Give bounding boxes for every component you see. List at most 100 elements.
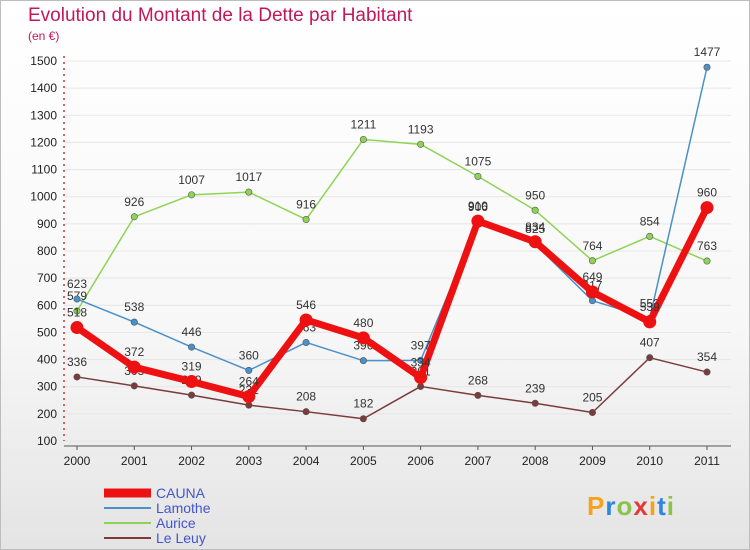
data-point-aurice [359, 135, 367, 143]
data-label-aurice: 1211 [350, 117, 376, 131]
data-label-lamothe: 1477 [694, 45, 721, 59]
data-point-aurice [188, 191, 196, 199]
y-tick-label: 500 [37, 325, 57, 339]
data-label-le-leuy: 354 [697, 350, 717, 364]
data-label-cauna: 518 [67, 306, 87, 320]
data-point-cauna [643, 315, 657, 329]
y-tick-label: 600 [37, 298, 57, 312]
y-tick-label: 1300 [30, 108, 57, 122]
data-label-aurice: 763 [697, 239, 717, 253]
data-label-cauna: 546 [296, 298, 316, 312]
data-point-lamothe [302, 338, 310, 346]
data-label-cauna: 480 [353, 316, 373, 330]
data-point-lamothe [245, 366, 253, 374]
x-tick-label: 2003 [235, 454, 262, 468]
data-point-aurice [417, 140, 425, 148]
data-point-cauna [700, 201, 714, 215]
data-label-le-leuy: 336 [67, 355, 87, 369]
y-tick-label: 1100 [31, 163, 57, 177]
data-point-cauna [70, 321, 84, 335]
y-tick-label: 700 [37, 271, 57, 285]
data-point-le-leuy [302, 408, 310, 416]
data-point-lamothe [703, 63, 711, 71]
data-point-aurice [531, 206, 539, 214]
data-label-aurice: 926 [124, 195, 144, 209]
series-line-lamothe [76, 66, 708, 372]
data-label-cauna: 910 [468, 199, 488, 213]
data-point-le-leuy [130, 382, 138, 390]
data-point-aurice [646, 232, 654, 240]
x-tick-label: 2007 [465, 454, 492, 468]
data-point-cauna [471, 214, 485, 228]
data-point-le-leuy [359, 415, 367, 423]
data-label-aurice: 1007 [178, 173, 205, 187]
proxiti-logo: Proxiti [587, 491, 675, 521]
x-tick-label: 2004 [293, 454, 320, 468]
data-point-cauna [242, 389, 256, 403]
data-point-cauna [528, 235, 542, 249]
x-tick-label: 2006 [407, 454, 434, 468]
data-label-cauna: 960 [697, 186, 717, 200]
data-point-le-leuy [703, 368, 711, 376]
data-point-cauna [299, 313, 313, 327]
data-label-le-leuy: 182 [353, 397, 373, 411]
data-label-lamothe: 825 [525, 222, 545, 236]
chart-title: Evolution du Montant de la Dette par Hab… [28, 5, 413, 26]
data-label-cauna: 319 [182, 360, 202, 374]
data-label-le-leuy: 407 [640, 336, 660, 350]
series-line-le-leuy [76, 356, 708, 420]
data-label-aurice: 1075 [465, 154, 492, 168]
y-tick-label: 100 [37, 434, 57, 448]
legend-label: CAUNA [156, 485, 206, 501]
y-tick-label: 800 [37, 244, 57, 258]
data-label-cauna: 372 [124, 345, 144, 359]
legend-label: Aurice [156, 515, 196, 531]
data-point-aurice [474, 172, 482, 180]
x-tick-label: 2009 [579, 454, 606, 468]
data-point-lamothe [130, 318, 138, 326]
y-tick-label: 1200 [30, 135, 57, 149]
data-point-cauna [185, 375, 199, 389]
data-point-cauna [356, 331, 370, 345]
data-point-le-leuy [73, 373, 81, 381]
x-tick-label: 2008 [522, 454, 549, 468]
data-point-cauna [585, 285, 599, 299]
y-tick-label: 1500 [30, 54, 57, 68]
data-point-lamothe [73, 295, 81, 303]
data-label-aurice: 1017 [235, 170, 262, 184]
data-point-le-leuy [417, 382, 425, 390]
legend-label: Le Leuy [156, 530, 206, 546]
data-label-lamothe: 538 [124, 300, 144, 314]
x-tick-label: 2001 [121, 454, 148, 468]
data-label-cauna: 834 [525, 220, 545, 234]
data-label-aurice: 764 [582, 239, 602, 253]
data-label-lamothe: 623 [67, 277, 87, 291]
legend-label: Lamothe [156, 500, 211, 516]
data-point-cauna [127, 360, 141, 374]
data-label-le-leuy: 268 [468, 373, 488, 387]
data-label-aurice: 854 [640, 214, 660, 228]
y-tick-label: 1000 [30, 190, 57, 204]
data-point-le-leuy [188, 391, 196, 399]
data-label-lamothe: 906 [468, 200, 488, 214]
data-label-cauna: 649 [582, 270, 602, 284]
y-tick-label: 1400 [30, 81, 57, 95]
data-label-cauna: 334 [411, 355, 431, 369]
data-point-aurice [703, 257, 711, 265]
data-point-le-leuy [588, 408, 596, 416]
data-point-le-leuy [646, 354, 654, 362]
data-label-aurice: 916 [296, 198, 316, 212]
y-tick-label: 300 [37, 380, 57, 394]
data-point-lamothe [359, 357, 367, 365]
data-label-le-leuy: 239 [525, 381, 545, 395]
data-label-aurice: 1193 [408, 122, 434, 136]
x-tick-label: 2010 [636, 454, 663, 468]
x-tick-label: 2000 [64, 454, 91, 468]
x-tick-label: 2011 [694, 454, 720, 468]
data-point-aurice [588, 257, 596, 265]
series-line-cauna [73, 204, 711, 400]
x-tick-label: 2002 [178, 454, 205, 468]
y-tick-label: 200 [37, 407, 57, 421]
